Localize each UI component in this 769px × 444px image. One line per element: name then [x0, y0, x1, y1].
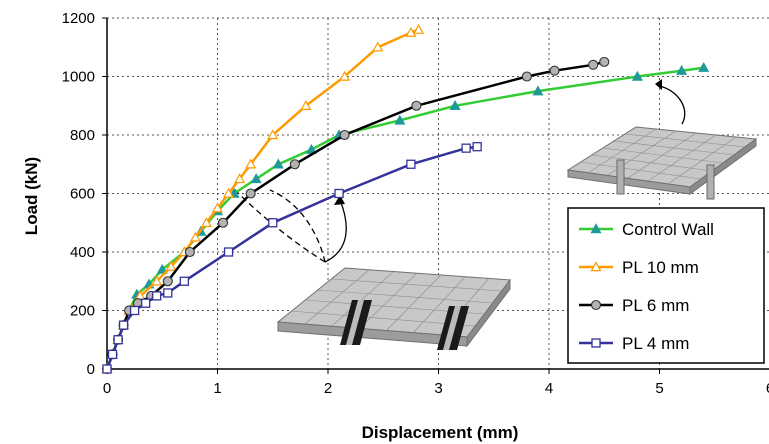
data-point: [521, 71, 532, 82]
callout-arrowhead-lower: [334, 195, 345, 205]
data-point: [217, 217, 229, 228]
data-point: [113, 335, 123, 345]
y-tick-label: 1000: [62, 69, 95, 86]
data-point: [394, 114, 406, 125]
data-point: [165, 260, 177, 271]
data-point: [461, 143, 471, 153]
data-point: [449, 100, 461, 110]
data-point: [223, 247, 234, 257]
y-tick-label: 600: [70, 186, 95, 203]
x-tick-label: 5: [655, 380, 663, 397]
callout-arrow-lower: [324, 199, 347, 263]
data-point: [300, 100, 312, 110]
data-point: [118, 320, 129, 330]
data-point: [184, 246, 195, 258]
series-4: [102, 142, 482, 374]
data-point: [268, 218, 278, 228]
y-tick-label: 400: [70, 244, 95, 261]
data-point: [272, 158, 284, 169]
data-point: [234, 173, 246, 184]
data-point: [152, 291, 162, 301]
data-point: [141, 298, 151, 308]
data-point: [411, 100, 422, 111]
y-tick-label: 0: [87, 361, 95, 378]
x-tick-label: 2: [324, 380, 332, 397]
data-point: [339, 129, 350, 141]
data-point: [200, 217, 212, 227]
data-point: [223, 187, 235, 198]
tick-labels: 0 1 2 3 4 5 6 0 200 400 600 800 1000 1200: [62, 10, 769, 397]
legend-swatch-marker: [590, 223, 602, 234]
legend-label: Control Wall: [622, 220, 714, 239]
data-point: [179, 276, 190, 286]
data-point: [156, 263, 168, 274]
data-point: [676, 64, 688, 75]
data-point: [406, 159, 416, 169]
data-point: [599, 56, 610, 67]
legend-label: PL 10 mm: [622, 258, 699, 277]
legend-box: [567, 207, 765, 364]
data-point: [372, 41, 384, 52]
wall-model-illustration-upper: [566, 126, 758, 200]
legend: Control Wall PL 10 mm PL 6 mm PL 4 mm: [567, 207, 765, 364]
data-point: [339, 70, 351, 81]
data-point: [334, 188, 344, 199]
y-tick-label: 200: [70, 303, 95, 320]
legend-swatch-marker: [590, 261, 602, 272]
data-point: [162, 276, 173, 287]
data-point: [267, 129, 279, 140]
x-tick-label: 4: [545, 380, 553, 397]
data-point: [107, 349, 118, 360]
data-point: [102, 364, 112, 374]
y-tick-label: 1200: [62, 10, 95, 27]
legend-swatch-marker: [591, 338, 601, 348]
data-point: [631, 70, 643, 81]
callout-arrowhead-upper: [655, 79, 662, 90]
x-tick-label: 6: [766, 380, 769, 397]
x-tick-label: 3: [434, 380, 442, 397]
wall-model-illustration-lower: [276, 267, 511, 350]
data-point: [289, 159, 300, 170]
x-tick-label: 1: [213, 380, 221, 397]
legend-swatch-marker: [590, 299, 602, 311]
data-point: [245, 188, 256, 199]
data-point: [413, 23, 425, 34]
data-point: [189, 231, 201, 242]
data-point: [129, 305, 140, 316]
legend-label: PL 4 mm: [622, 334, 689, 353]
y-tick-label: 800: [70, 127, 95, 144]
x-tick-label: 0: [103, 380, 111, 397]
callout-arrow-upper: [659, 85, 686, 125]
data-point: [532, 85, 544, 96]
data-series: [101, 23, 710, 375]
data-point: [698, 61, 710, 72]
data-point: [211, 202, 224, 213]
data-point: [250, 173, 262, 184]
callout-dashed-right: [269, 189, 326, 263]
data-point: [405, 26, 417, 37]
data-point: [472, 142, 482, 152]
x-axis-title: Displacement (mm): [362, 423, 519, 442]
data-point: [245, 158, 257, 169]
data-point: [588, 59, 599, 70]
y-axis-title: Load (kN): [22, 157, 41, 235]
legend-label: PL 6 mm: [622, 296, 689, 315]
data-point: [151, 275, 163, 286]
data-point: [163, 288, 173, 298]
data-point: [549, 65, 560, 76]
